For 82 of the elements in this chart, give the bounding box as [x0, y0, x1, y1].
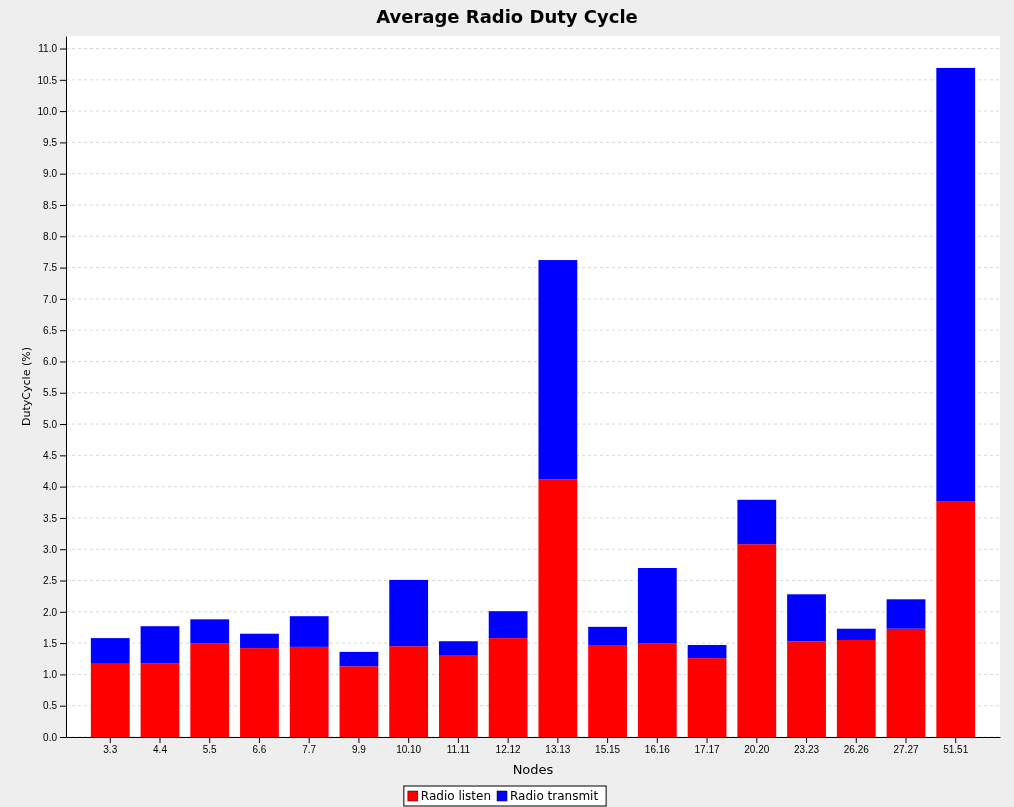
bar	[339, 666, 379, 737]
bar	[886, 599, 926, 629]
bar	[936, 501, 976, 737]
legend-label: Radio listen	[420, 789, 492, 803]
y-tick-label: 7.5	[43, 262, 58, 274]
y-tick-label: 11.0	[38, 43, 58, 55]
bar	[737, 544, 777, 737]
y-tick-label: 10.0	[37, 105, 58, 117]
y-tick-label: 7.0	[43, 293, 58, 305]
bar	[936, 67, 976, 502]
bar	[637, 568, 677, 644]
bar	[886, 628, 926, 737]
bar	[787, 594, 826, 642]
y-tick-label: 9.5	[43, 137, 58, 149]
x-tick-label: 13.13	[545, 744, 571, 756]
y-tick-label: 5.0	[43, 418, 58, 430]
x-tick-label: 5.5	[202, 744, 218, 756]
bar	[439, 641, 478, 656]
y-tick-label: 1.5	[43, 637, 58, 649]
bar	[389, 646, 429, 737]
x-tick-label: 23.23	[794, 744, 820, 756]
bar	[439, 655, 478, 737]
bar	[240, 633, 279, 649]
bar	[836, 628, 876, 640]
x-tick-label: 20.20	[744, 744, 770, 756]
bar	[90, 663, 130, 737]
y-tick-label: 4.5	[43, 450, 58, 462]
x-tick-label: 4.4	[153, 744, 168, 756]
bar	[289, 646, 329, 737]
x-tick-label: 10.10	[396, 744, 422, 756]
y-tick-label: 9.0	[43, 168, 58, 180]
x-tick-label: 6.6	[252, 744, 267, 756]
bar	[289, 616, 329, 647]
bar	[90, 638, 130, 664]
x-tick-label: 51.51	[943, 744, 969, 756]
y-tick-label: 0.0	[43, 731, 58, 743]
y-tick-label: 10.5	[37, 74, 58, 86]
y-tick-label: 6.5	[43, 324, 58, 336]
bar	[190, 619, 230, 644]
bar	[339, 651, 379, 667]
y-tick-label: 1.0	[43, 669, 58, 681]
bar	[488, 638, 528, 737]
bar	[588, 626, 627, 645]
y-tick-label: 3.5	[43, 512, 58, 524]
bar	[140, 663, 180, 737]
y-tick-label: 3.0	[43, 543, 58, 555]
chart-title: Average Radio Duty Cycle	[376, 6, 638, 27]
x-tick-label: 17.17	[694, 744, 721, 756]
y-tick-label: 0.5	[43, 700, 58, 712]
bar	[787, 641, 826, 737]
y-axis-title: DutyCycle (%)	[20, 347, 33, 426]
x-tick-label: 15.15	[595, 744, 621, 756]
x-tick-label: 27.27	[893, 744, 919, 756]
x-axis-title: Nodes	[512, 762, 554, 777]
bar	[588, 644, 627, 737]
bar	[538, 479, 578, 737]
bar	[488, 611, 528, 639]
legend-label: Radio transmit	[510, 789, 599, 803]
bar	[538, 260, 578, 480]
bar	[687, 658, 727, 737]
y-tick-label: 8.0	[43, 230, 58, 242]
x-tick-label: 11.11	[446, 744, 471, 756]
bar	[140, 626, 180, 664]
y-tick-label: 4.0	[43, 481, 58, 493]
bar	[637, 643, 677, 737]
x-tick-label: 16.16	[644, 744, 671, 756]
y-tick-label: 8.5	[43, 199, 58, 211]
bar	[190, 643, 230, 737]
y-tick-label: 2.0	[43, 606, 58, 618]
y-tick-label: 5.5	[43, 387, 58, 399]
y-tick-label: 2.5	[43, 575, 58, 587]
x-tick-label: 7.7	[302, 744, 317, 756]
y-tick-label: 6.0	[43, 356, 58, 368]
x-tick-label: 12.12	[495, 744, 522, 756]
bar	[240, 648, 279, 737]
bar	[836, 639, 876, 737]
bar	[389, 579, 429, 647]
bar	[687, 644, 727, 659]
x-tick-label: 9.9	[351, 744, 367, 756]
x-tick-label: 26.26	[843, 744, 870, 756]
bar	[737, 499, 777, 545]
x-tick-label: 3.3	[103, 744, 118, 756]
